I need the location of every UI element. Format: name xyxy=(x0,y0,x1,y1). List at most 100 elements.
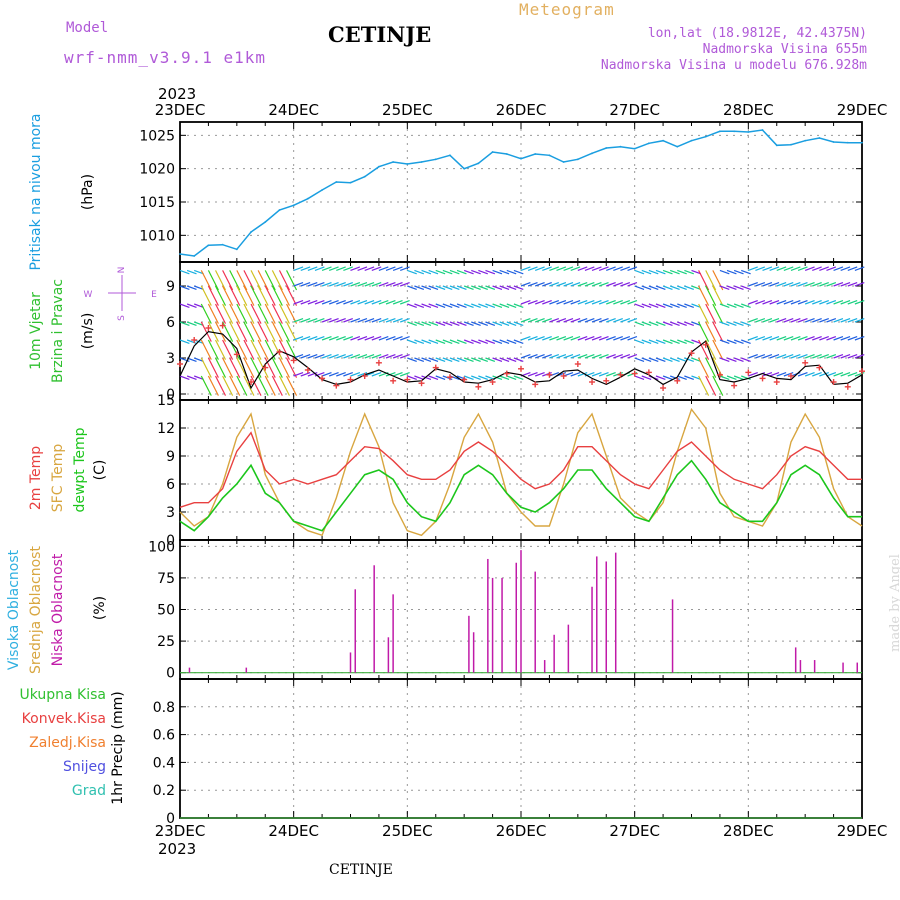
wind-barb xyxy=(854,300,865,305)
wind-barb xyxy=(584,336,595,341)
pressure-point xyxy=(363,175,366,178)
wind-barb xyxy=(655,285,666,290)
wind-barb xyxy=(264,321,276,342)
wind-barb xyxy=(407,357,417,362)
wind-barb xyxy=(698,375,710,396)
wind-barb xyxy=(783,282,794,287)
wind-barb xyxy=(854,372,865,377)
wind-barb xyxy=(769,372,780,377)
wind-barb xyxy=(400,354,410,359)
wind-barb xyxy=(826,354,837,359)
wind-barb xyxy=(549,282,560,287)
wind-barb xyxy=(421,339,432,344)
pressure-point xyxy=(576,158,579,161)
date-label-bottom-0: 23DEC xyxy=(155,822,206,840)
wind-barb xyxy=(549,318,560,323)
wind-barb xyxy=(854,266,865,271)
wind-barb xyxy=(293,266,304,271)
wind-barb xyxy=(229,321,241,342)
wind-barb xyxy=(705,285,717,306)
wind-barb xyxy=(577,372,588,377)
wind-barb xyxy=(819,282,829,287)
wind-barb xyxy=(598,266,609,271)
date-label-bottom-6: 29DEC xyxy=(837,822,888,840)
wind-barb xyxy=(847,300,858,305)
wind-barb xyxy=(606,336,616,341)
wind-barb xyxy=(712,303,724,324)
wind-barb xyxy=(300,336,311,341)
wind-barb xyxy=(570,336,581,341)
wind-barb xyxy=(321,336,332,341)
wind-barb xyxy=(229,303,241,324)
wind-barb xyxy=(762,318,773,323)
wind-barb xyxy=(428,285,439,290)
pressure-point xyxy=(719,130,721,133)
wind-barb xyxy=(371,282,382,287)
wind-barb xyxy=(243,285,255,306)
wind-barb xyxy=(357,354,368,359)
wind-barb xyxy=(677,375,687,380)
pressure-point xyxy=(534,153,537,155)
wind-barb xyxy=(698,270,710,291)
wind-barb xyxy=(662,269,673,275)
pressure-point xyxy=(633,147,636,150)
wind-barb xyxy=(513,321,524,326)
wind-barb xyxy=(606,354,616,359)
pressure-point xyxy=(846,141,849,144)
wind-barb xyxy=(826,300,837,305)
pressure-point xyxy=(278,209,281,211)
wind-barb xyxy=(414,303,425,308)
wind-barb xyxy=(336,282,346,287)
wind-barb xyxy=(826,282,837,287)
wind-barb xyxy=(286,357,298,378)
wind-barb xyxy=(854,354,865,359)
wind-barb xyxy=(662,375,673,380)
wind-barb xyxy=(819,372,829,377)
wind-barb xyxy=(428,321,439,326)
wind-barb xyxy=(378,354,389,359)
wind-barb xyxy=(321,318,332,323)
wind-barb xyxy=(200,285,212,306)
wind-barb xyxy=(392,372,403,377)
wind-barb xyxy=(819,336,829,341)
wind-barb xyxy=(421,303,432,308)
wind-barb xyxy=(669,303,680,308)
wind-barb xyxy=(705,375,717,396)
wind-barb xyxy=(314,266,325,271)
wind-barb xyxy=(748,300,758,305)
wind-barb xyxy=(819,318,829,323)
wind-barb xyxy=(243,375,255,396)
wind-barb xyxy=(542,336,552,341)
wind-barb xyxy=(378,300,389,305)
wind-barb xyxy=(733,339,744,344)
wind-barb xyxy=(577,354,588,359)
wind-barb xyxy=(669,269,680,275)
wind-barb xyxy=(741,357,751,362)
wind-barb xyxy=(549,300,560,305)
wind-barb xyxy=(563,336,574,341)
compass-w-label: W xyxy=(84,290,93,300)
wind-barb xyxy=(435,321,446,326)
wind-barb xyxy=(442,339,453,344)
wind-barb xyxy=(570,300,581,305)
wind-barb xyxy=(535,300,545,305)
ytick-label-precip-3: 0.6 xyxy=(153,728,175,744)
date-label-bottom-5: 28DEC xyxy=(723,822,774,840)
wind-barb xyxy=(684,357,694,362)
wind-barb xyxy=(222,339,234,360)
wind-barb xyxy=(400,282,410,287)
wind-barb xyxy=(243,270,255,291)
wind-barb xyxy=(278,285,290,306)
wind-barb xyxy=(797,266,808,271)
wind-barb xyxy=(698,357,710,378)
ytick-label-cloud-4: 100 xyxy=(148,539,175,555)
wind-barb xyxy=(840,372,851,377)
wind-barb xyxy=(748,354,758,359)
wind-barb xyxy=(506,357,517,362)
wind-barb xyxy=(236,375,248,396)
wind-barb xyxy=(755,318,766,323)
wind-barb xyxy=(485,321,496,326)
wind-barb xyxy=(278,339,290,360)
wind-barb xyxy=(812,336,822,341)
wind-barb xyxy=(286,339,298,360)
